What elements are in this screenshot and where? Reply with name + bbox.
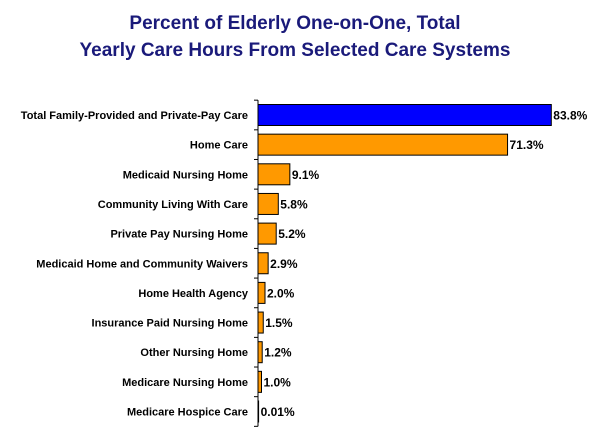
bar-6 <box>257 281 266 304</box>
bar-4 <box>257 222 277 245</box>
value-label-8: 1.2% <box>264 346 292 360</box>
category-label-6: Home Health Agency <box>138 288 249 300</box>
bar-7 <box>257 311 264 334</box>
category-label-5: Medicaid Home and Community Waivers <box>36 258 248 270</box>
category-label-9: Medicare Nursing Home <box>122 377 248 389</box>
bar-3 <box>257 192 279 215</box>
bar-5 <box>257 252 269 275</box>
category-label-10: Medicare Hospice Care <box>127 407 248 419</box>
value-label-9: 1.0% <box>264 375 292 389</box>
category-label-2: Medicaid Nursing Home <box>123 169 248 181</box>
value-label-6: 2.0% <box>267 286 295 300</box>
value-label-3: 5.8% <box>280 197 308 211</box>
bar-0 <box>257 104 552 126</box>
value-label-2: 9.1% <box>292 168 320 182</box>
value-label-4: 5.2% <box>278 227 306 241</box>
chart-title: Percent of Elderly One-on-One, Total Yea… <box>0 10 590 64</box>
category-label-3: Community Living With Care <box>98 199 248 211</box>
category-label-8: Other Nursing Home <box>140 347 248 359</box>
chart-title-line-1: Percent of Elderly One-on-One, Total <box>129 13 461 34</box>
category-label-7: Insurance Paid Nursing Home <box>92 318 248 330</box>
bar-2 <box>257 163 291 186</box>
value-label-7: 1.5% <box>265 316 293 330</box>
value-label-5: 2.9% <box>270 257 298 271</box>
bar-8 <box>257 341 263 364</box>
value-label-0: 83.8% <box>553 109 587 123</box>
category-label-4: Private Pay Nursing Home <box>110 229 248 241</box>
bar-1 <box>257 133 509 156</box>
bar-9 <box>257 370 262 393</box>
value-label-1: 71.3% <box>510 138 544 152</box>
category-label-0: Total Family-Provided and Private-Pay Ca… <box>21 110 248 122</box>
chart-title-line-2: Yearly Care Hours From Selected Care Sys… <box>79 40 511 61</box>
category-label-1: Home Care <box>190 140 248 152</box>
value-label-10: 0.01% <box>261 405 295 419</box>
